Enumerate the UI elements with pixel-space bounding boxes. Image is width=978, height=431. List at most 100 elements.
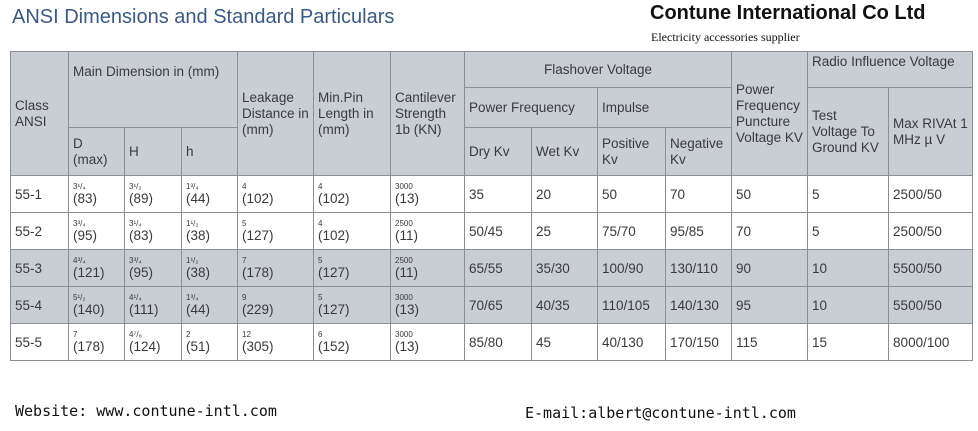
- cell-min-pin-mm: (152): [318, 338, 350, 354]
- cell-h-in: 1³/₄: [186, 181, 199, 191]
- cell-min-pin-mm: (102): [318, 227, 350, 243]
- cell-cantilever-kn: (11): [395, 264, 419, 280]
- cell-cantilever-kn: (13): [395, 190, 420, 206]
- cell-H: 4¹/₄ (111): [124, 286, 182, 324]
- cell-cantilever: 3000 (13): [390, 175, 466, 213]
- cell-puncture: 95: [731, 286, 809, 324]
- cell-wet: 35/30: [531, 249, 599, 287]
- cell-H: 3³/₄ (95): [124, 249, 182, 287]
- header-main-dimension: Main Dimension in (mm): [67, 51, 239, 128]
- cell-cantilever: 3000 (13): [390, 323, 466, 361]
- cell-h-mm: (51): [186, 338, 211, 354]
- header-wet: Wet Kv: [531, 127, 599, 176]
- cell-D-mm: (178): [73, 338, 105, 354]
- cell-h-mm: (38): [186, 264, 211, 280]
- cell-cantilever-lb: 3000: [395, 181, 413, 191]
- cell-leakage: 7 (178): [237, 249, 315, 287]
- table-row: 55-2 3³/₄ (95) 3¹/₄ (83) 1¹/₂ (38) 5 (127) 4…: [10, 212, 974, 250]
- cell-D-in: 3³/₄: [73, 218, 86, 228]
- cell-h: 1³/₄ (44): [180, 175, 239, 213]
- cell-leakage-in: 12: [242, 329, 251, 339]
- cell-h-in: 1¹/₂: [186, 255, 199, 265]
- header-cantilever: Cantilever Strength 1b (KN): [390, 51, 466, 176]
- cell-positive: 40/130: [597, 323, 667, 361]
- cell-h: 1¹/₂ (38): [180, 212, 239, 250]
- cell-max-riv: 2500/50: [888, 175, 974, 213]
- cell-H: 4⁷/₈ (124): [124, 323, 182, 361]
- cell-cantilever: 2500 (11): [390, 249, 466, 287]
- cell-class: 55-1: [10, 175, 69, 213]
- cell-H-in: 4⁷/₈: [129, 329, 142, 339]
- cell-positive: 100/90: [597, 249, 667, 287]
- cell-dry: 65/55: [464, 249, 533, 287]
- header-radio-influence: Radio Influence Voltage: [807, 51, 974, 88]
- cell-negative: 130/110: [665, 249, 733, 287]
- cell-cantilever-lb: 2500: [395, 255, 413, 265]
- cell-dry: 50/45: [464, 212, 533, 250]
- cell-H-mm: (95): [129, 264, 154, 280]
- cell-cantilever: 3000 (13): [390, 286, 466, 324]
- cell-D-mm: (95): [73, 227, 98, 243]
- cell-H-mm: (124): [129, 338, 161, 354]
- cell-cantilever-lb: 3000: [395, 329, 413, 339]
- cell-h: 1¹/₂ (38): [180, 249, 239, 287]
- cell-puncture: 90: [731, 249, 809, 287]
- cell-min-pin-mm: (127): [318, 264, 350, 280]
- page-title: ANSI Dimensions and Standard Particulars: [12, 6, 395, 28]
- cell-min-pin-mm: (127): [318, 301, 350, 317]
- cell-leakage-mm: (178): [242, 264, 274, 280]
- cell-D-mm: (121): [73, 264, 105, 280]
- header-power-frequency: Power Frequency: [464, 87, 599, 128]
- cell-H-mm: (83): [129, 227, 154, 243]
- cell-cantilever-lb: 2500: [395, 218, 413, 228]
- cell-puncture: 70: [731, 212, 809, 250]
- table-row: 55-5 7 (178) 4⁷/₈ (124) 2 (51) 12 (305) 6 (15…: [10, 323, 974, 361]
- header-negative: Negative Kv: [665, 127, 733, 176]
- cell-min-pin: 6 (152): [313, 323, 392, 361]
- ansi-dimensions-table: Class ANSI Main Dimension in (mm) Leakag…: [10, 51, 974, 361]
- cell-H-in: 3³/₄: [129, 255, 142, 265]
- cell-D: 5¹/₂ (140): [68, 286, 125, 324]
- cell-h-in: 1³/₄: [186, 292, 199, 302]
- header-leakage: Leakage Distance in (mm): [237, 51, 315, 176]
- header-class: Class ANSI: [10, 51, 69, 176]
- cell-leakage-in: 9: [242, 292, 247, 302]
- cell-cantilever: 2500 (11): [390, 212, 466, 250]
- cell-max-riv: 2500/50: [888, 212, 974, 250]
- cell-dry: 85/80: [464, 323, 533, 361]
- cell-test-voltage: 10: [807, 286, 890, 324]
- header-min-pin: Min.Pin Length in (mm): [313, 51, 392, 176]
- cell-wet: 45: [531, 323, 599, 361]
- header-flashover: Flashover Voltage: [464, 51, 733, 88]
- cell-D: 4³/₄ (121): [68, 249, 125, 287]
- cell-wet: 40/35: [531, 286, 599, 324]
- website-text: Website: www.contune-intl.com: [15, 402, 277, 420]
- cell-dry: 70/65: [464, 286, 533, 324]
- cell-D: 3¹/₄ (83): [68, 175, 125, 213]
- cell-negative: 95/85: [665, 212, 733, 250]
- cell-min-pin-in: 4: [318, 181, 323, 191]
- cell-h: 1³/₄ (44): [180, 286, 239, 324]
- cell-min-pin: 4 (102): [313, 175, 392, 213]
- cell-test-voltage: 15: [807, 323, 890, 361]
- header-D: D (max): [68, 127, 125, 176]
- cell-max-riv: 5500/50: [888, 286, 974, 324]
- table-row: 55-1 3¹/₄ (83) 3¹/₂ (89) 1³/₄ (44) 4 (102) 4…: [10, 175, 974, 213]
- cell-leakage-in: 5: [242, 218, 247, 228]
- cell-class: 55-4: [10, 286, 69, 324]
- cell-cantilever-lb: 3000: [395, 292, 413, 302]
- cell-test-voltage: 5: [807, 212, 890, 250]
- company-tagline: Electricity accessories supplier: [651, 30, 800, 44]
- cell-min-pin-in: 5: [318, 255, 323, 265]
- cell-leakage: 4 (102): [237, 175, 315, 213]
- cell-D: 3³/₄ (95): [68, 212, 125, 250]
- cell-D-mm: (83): [73, 190, 98, 206]
- cell-D-in: 7: [73, 329, 78, 339]
- cell-min-pin: 5 (127): [313, 286, 392, 324]
- cell-dry: 35: [464, 175, 533, 213]
- cell-leakage: 5 (127): [237, 212, 315, 250]
- cell-H: 3¹/₄ (83): [124, 212, 182, 250]
- header-H: H: [124, 127, 182, 176]
- cell-leakage-mm: (102): [242, 190, 274, 206]
- cell-min-pin-in: 6: [318, 329, 323, 339]
